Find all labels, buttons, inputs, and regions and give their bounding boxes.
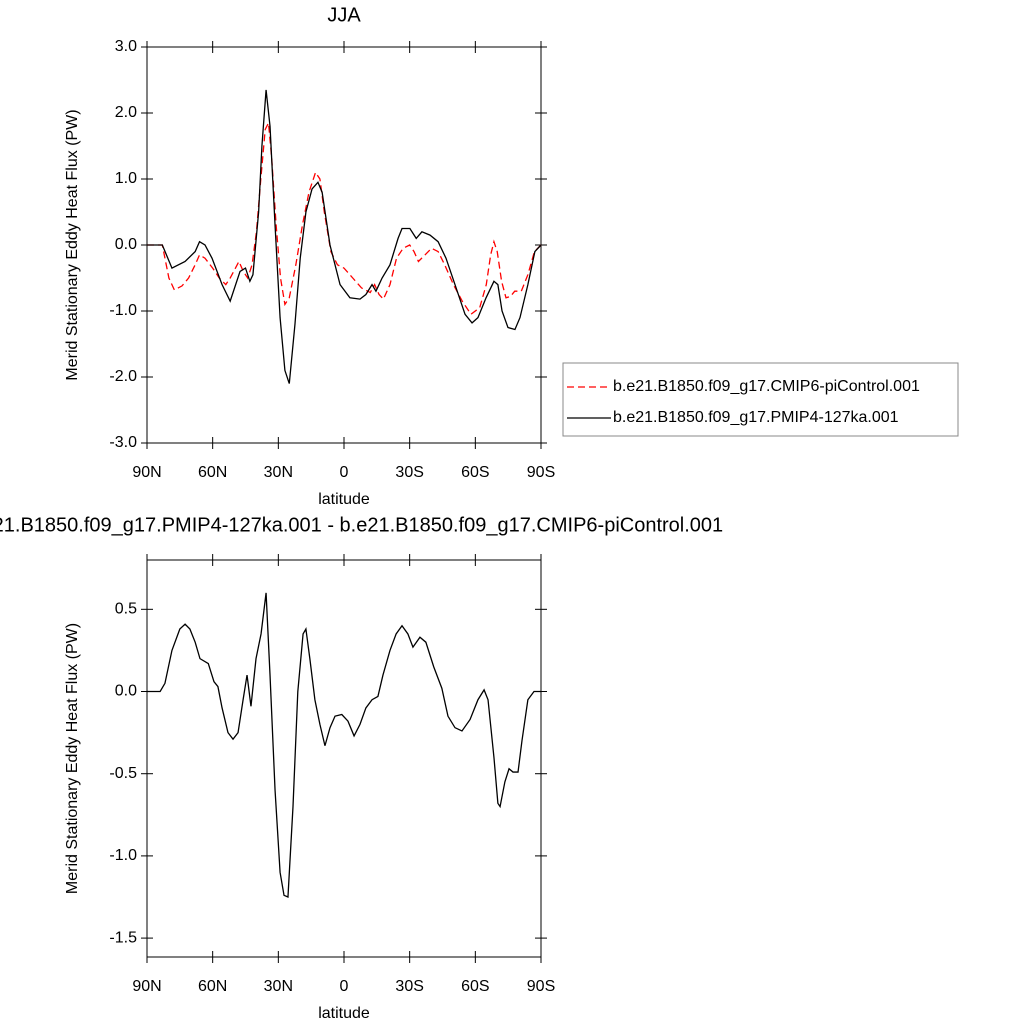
y-tick-label: -1.0 [109, 847, 137, 864]
x-tick-label: 30N [264, 464, 293, 481]
x-tick-label: 60N [198, 978, 227, 995]
x-tick-label: 90N [132, 978, 161, 995]
legend-label: b.e21.B1850.f09_g17.CMIP6-piControl.001 [613, 378, 920, 395]
chart-title: JJA [327, 4, 361, 26]
y-axis-label: Merid Stationary Eddy Heat Flux (PW) [64, 109, 81, 380]
x-tick-label: 90S [527, 978, 555, 995]
y-tick-label: 0.0 [115, 236, 137, 253]
plot-frame [146, 559, 542, 958]
x-tick-label: 30N [264, 978, 293, 995]
y-tick-label: 0.5 [115, 601, 137, 618]
y-tick-label: -1.0 [109, 302, 137, 319]
y-tick-label: -2.0 [109, 368, 137, 385]
x-tick-label: 60N [198, 464, 227, 481]
y-tick-label: -1.5 [109, 929, 137, 946]
x-tick-label: 90S [527, 464, 555, 481]
x-tick-label: 90N [132, 464, 161, 481]
legend-label: b.e21.B1850.f09_g17.PMIP4-127ka.001 [613, 409, 899, 426]
y-tick-label: -3.0 [109, 434, 137, 451]
x-axis-label: latitude [318, 491, 370, 508]
x-tick-label: 0 [340, 464, 349, 481]
y-tick-label: 2.0 [115, 104, 137, 121]
x-tick-label: 30S [395, 978, 423, 995]
y-axis-label: Merid Stationary Eddy Heat Flux (PW) [64, 623, 81, 894]
y-tick-label: 0.0 [115, 683, 137, 700]
x-axis-label: latitude [318, 1005, 370, 1022]
y-tick-label: 1.0 [115, 170, 137, 187]
data-line [147, 89, 542, 384]
chart-title: b.e21.B1850.f09_g17.PMIP4-127ka.001 - b.… [0, 514, 723, 536]
x-tick-label: 60S [461, 464, 489, 481]
x-tick-label: 60S [461, 978, 489, 995]
legend-box [562, 362, 959, 437]
x-tick-label: 0 [340, 978, 349, 995]
y-tick-label: 3.0 [115, 38, 137, 55]
plot-frame [146, 46, 542, 444]
y-tick-label: -0.5 [109, 765, 137, 782]
data-line [147, 120, 542, 316]
x-tick-label: 30S [395, 464, 423, 481]
data-line [147, 592, 541, 898]
